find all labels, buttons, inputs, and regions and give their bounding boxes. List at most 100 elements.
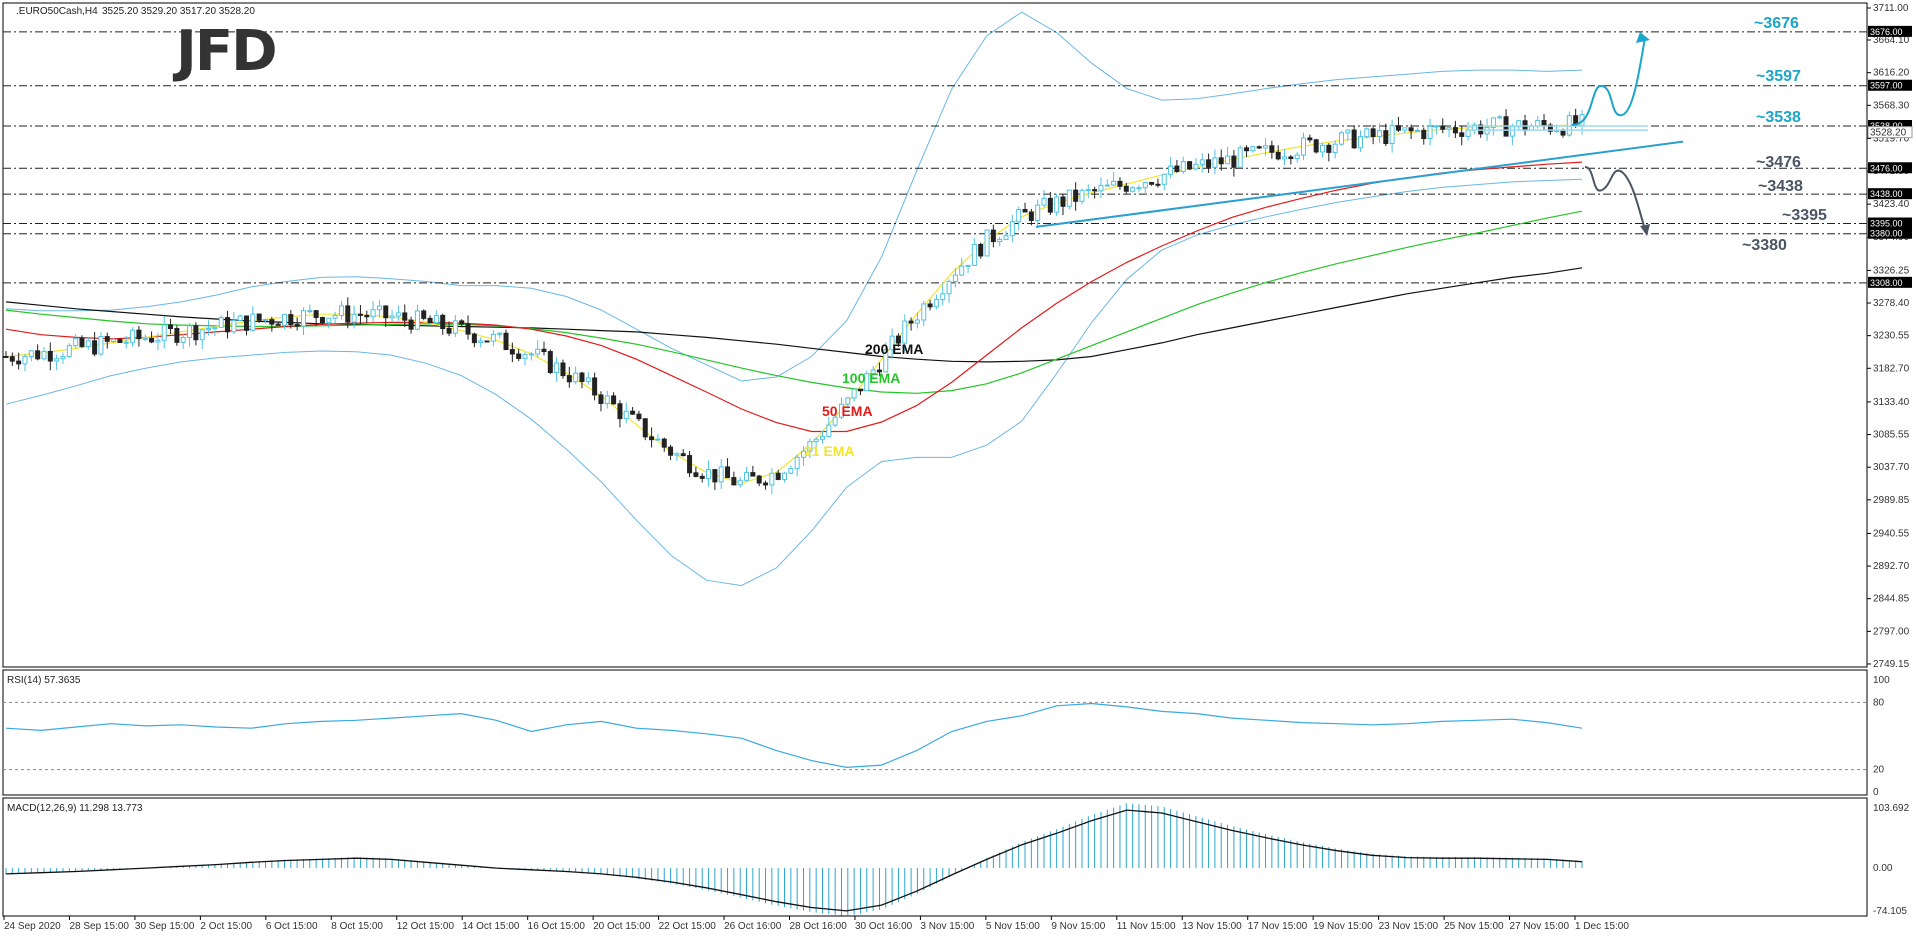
price-tick-label: 3182.70 <box>1873 363 1910 374</box>
candle-body <box>617 403 623 420</box>
price-tick-label: 3423.40 <box>1873 199 1910 210</box>
candle-body <box>1180 161 1186 173</box>
candle-body <box>180 336 186 343</box>
time-tick-label: 5 Nov 15:00 <box>986 921 1040 932</box>
price-tick-label: 3616.20 <box>1873 68 1910 79</box>
candle-body <box>1117 180 1123 187</box>
candle-body <box>813 438 819 443</box>
candle-body <box>497 332 503 335</box>
candle-body <box>414 310 420 330</box>
candle-body <box>383 305 389 319</box>
candle-body <box>1092 189 1098 192</box>
candle-body <box>1427 125 1433 140</box>
current-price-tag-text: 3528.20 <box>1870 128 1907 139</box>
candle-body <box>800 450 806 458</box>
level-price-tag-text: 3308.00 <box>1870 278 1903 288</box>
candle-body <box>85 340 91 347</box>
candle-body <box>1509 126 1515 137</box>
time-tick-label: 25 Nov 15:00 <box>1444 921 1504 932</box>
candle-body <box>212 326 218 330</box>
bollinger-bands <box>5 11 1583 587</box>
candle-body <box>870 369 876 375</box>
candle-body <box>263 319 269 322</box>
ema-line-0 <box>5 267 1583 363</box>
candle-body <box>699 475 705 479</box>
price-tick-label: 3568.30 <box>1873 100 1910 111</box>
candle-body <box>471 333 477 344</box>
candle-body <box>1231 155 1237 168</box>
level-3538-label: ~3538 <box>1756 109 1801 126</box>
candle-body <box>22 355 28 365</box>
time-tick-label: 9 Nov 15:00 <box>1051 921 1105 932</box>
candle-body <box>566 375 572 383</box>
ema-lines <box>5 124 1583 484</box>
level-price-tag-text: 3395.00 <box>1870 219 1903 229</box>
candle-body <box>1446 127 1452 130</box>
rsi-panel <box>2 669 1868 796</box>
candle-body <box>281 314 287 326</box>
candle-body <box>851 388 857 399</box>
candle-body <box>642 418 648 438</box>
level-price-tag <box>1868 227 1912 239</box>
candle-body <box>959 265 965 276</box>
candle-body <box>1256 146 1262 149</box>
candle-body <box>370 309 376 318</box>
candle-body <box>1351 129 1357 149</box>
time-tick-label: 19 Nov 15:00 <box>1313 921 1373 932</box>
candle-body <box>478 340 484 344</box>
candle-body <box>1149 182 1155 185</box>
candle-body <box>1282 156 1288 160</box>
candle-body <box>313 310 319 318</box>
ema-21-label: 21 EMA <box>804 443 855 459</box>
candle-body <box>971 243 977 266</box>
candle-body <box>649 436 655 441</box>
level-price-tag <box>1868 119 1912 131</box>
candle-body <box>193 325 199 341</box>
macd-indicator: 103.692 0.00 -74.105 <box>5 803 1910 917</box>
candle-body <box>1301 137 1307 156</box>
ema-100-label: 100 EMA <box>842 370 900 386</box>
support-resistance-levels <box>3 31 1867 284</box>
candle-body <box>269 319 275 325</box>
candle-body <box>1130 187 1136 192</box>
candle-body <box>1459 132 1465 137</box>
candle-body <box>826 424 832 437</box>
ema-line-2 <box>5 161 1583 433</box>
candle-body <box>1490 117 1496 129</box>
macd-panel <box>2 797 1868 917</box>
rsi-indicator: 100 80 20 0 <box>3 675 1890 798</box>
candle-body <box>1560 130 1566 136</box>
candle-body <box>1395 125 1401 131</box>
candle-body <box>933 298 939 308</box>
candle-body <box>319 316 325 324</box>
candle-body <box>459 320 465 325</box>
candle-body <box>111 338 117 342</box>
price-tick-label: 3519.70 <box>1873 133 1910 144</box>
candle-body <box>1206 159 1212 168</box>
candle-body <box>199 329 205 341</box>
candle-body <box>560 362 566 377</box>
candle-body <box>984 229 990 257</box>
bearish-arrowhead <box>1640 224 1650 236</box>
trend-lines <box>1035 125 1684 228</box>
candle-body <box>598 394 604 404</box>
price-tick-label: 3711.00 <box>1873 3 1909 14</box>
candle-body <box>1389 125 1395 144</box>
candle-body <box>775 472 781 480</box>
candle-body <box>978 243 984 257</box>
candle-body <box>1326 144 1332 153</box>
candle-body <box>1054 196 1060 213</box>
candle-body <box>187 325 193 338</box>
candle-body <box>895 335 901 344</box>
candle-body <box>250 313 256 331</box>
scenario-arrows <box>1571 32 1650 236</box>
candle-body <box>60 355 66 360</box>
candle-body <box>275 323 281 326</box>
candle-body <box>908 320 914 324</box>
price-tick-label: 2892.70 <box>1873 561 1910 572</box>
candle-body <box>149 338 155 343</box>
time-tick-label: 3 Nov 15:00 <box>920 921 974 932</box>
candle-body <box>1421 129 1427 140</box>
candle-body <box>997 238 1003 243</box>
